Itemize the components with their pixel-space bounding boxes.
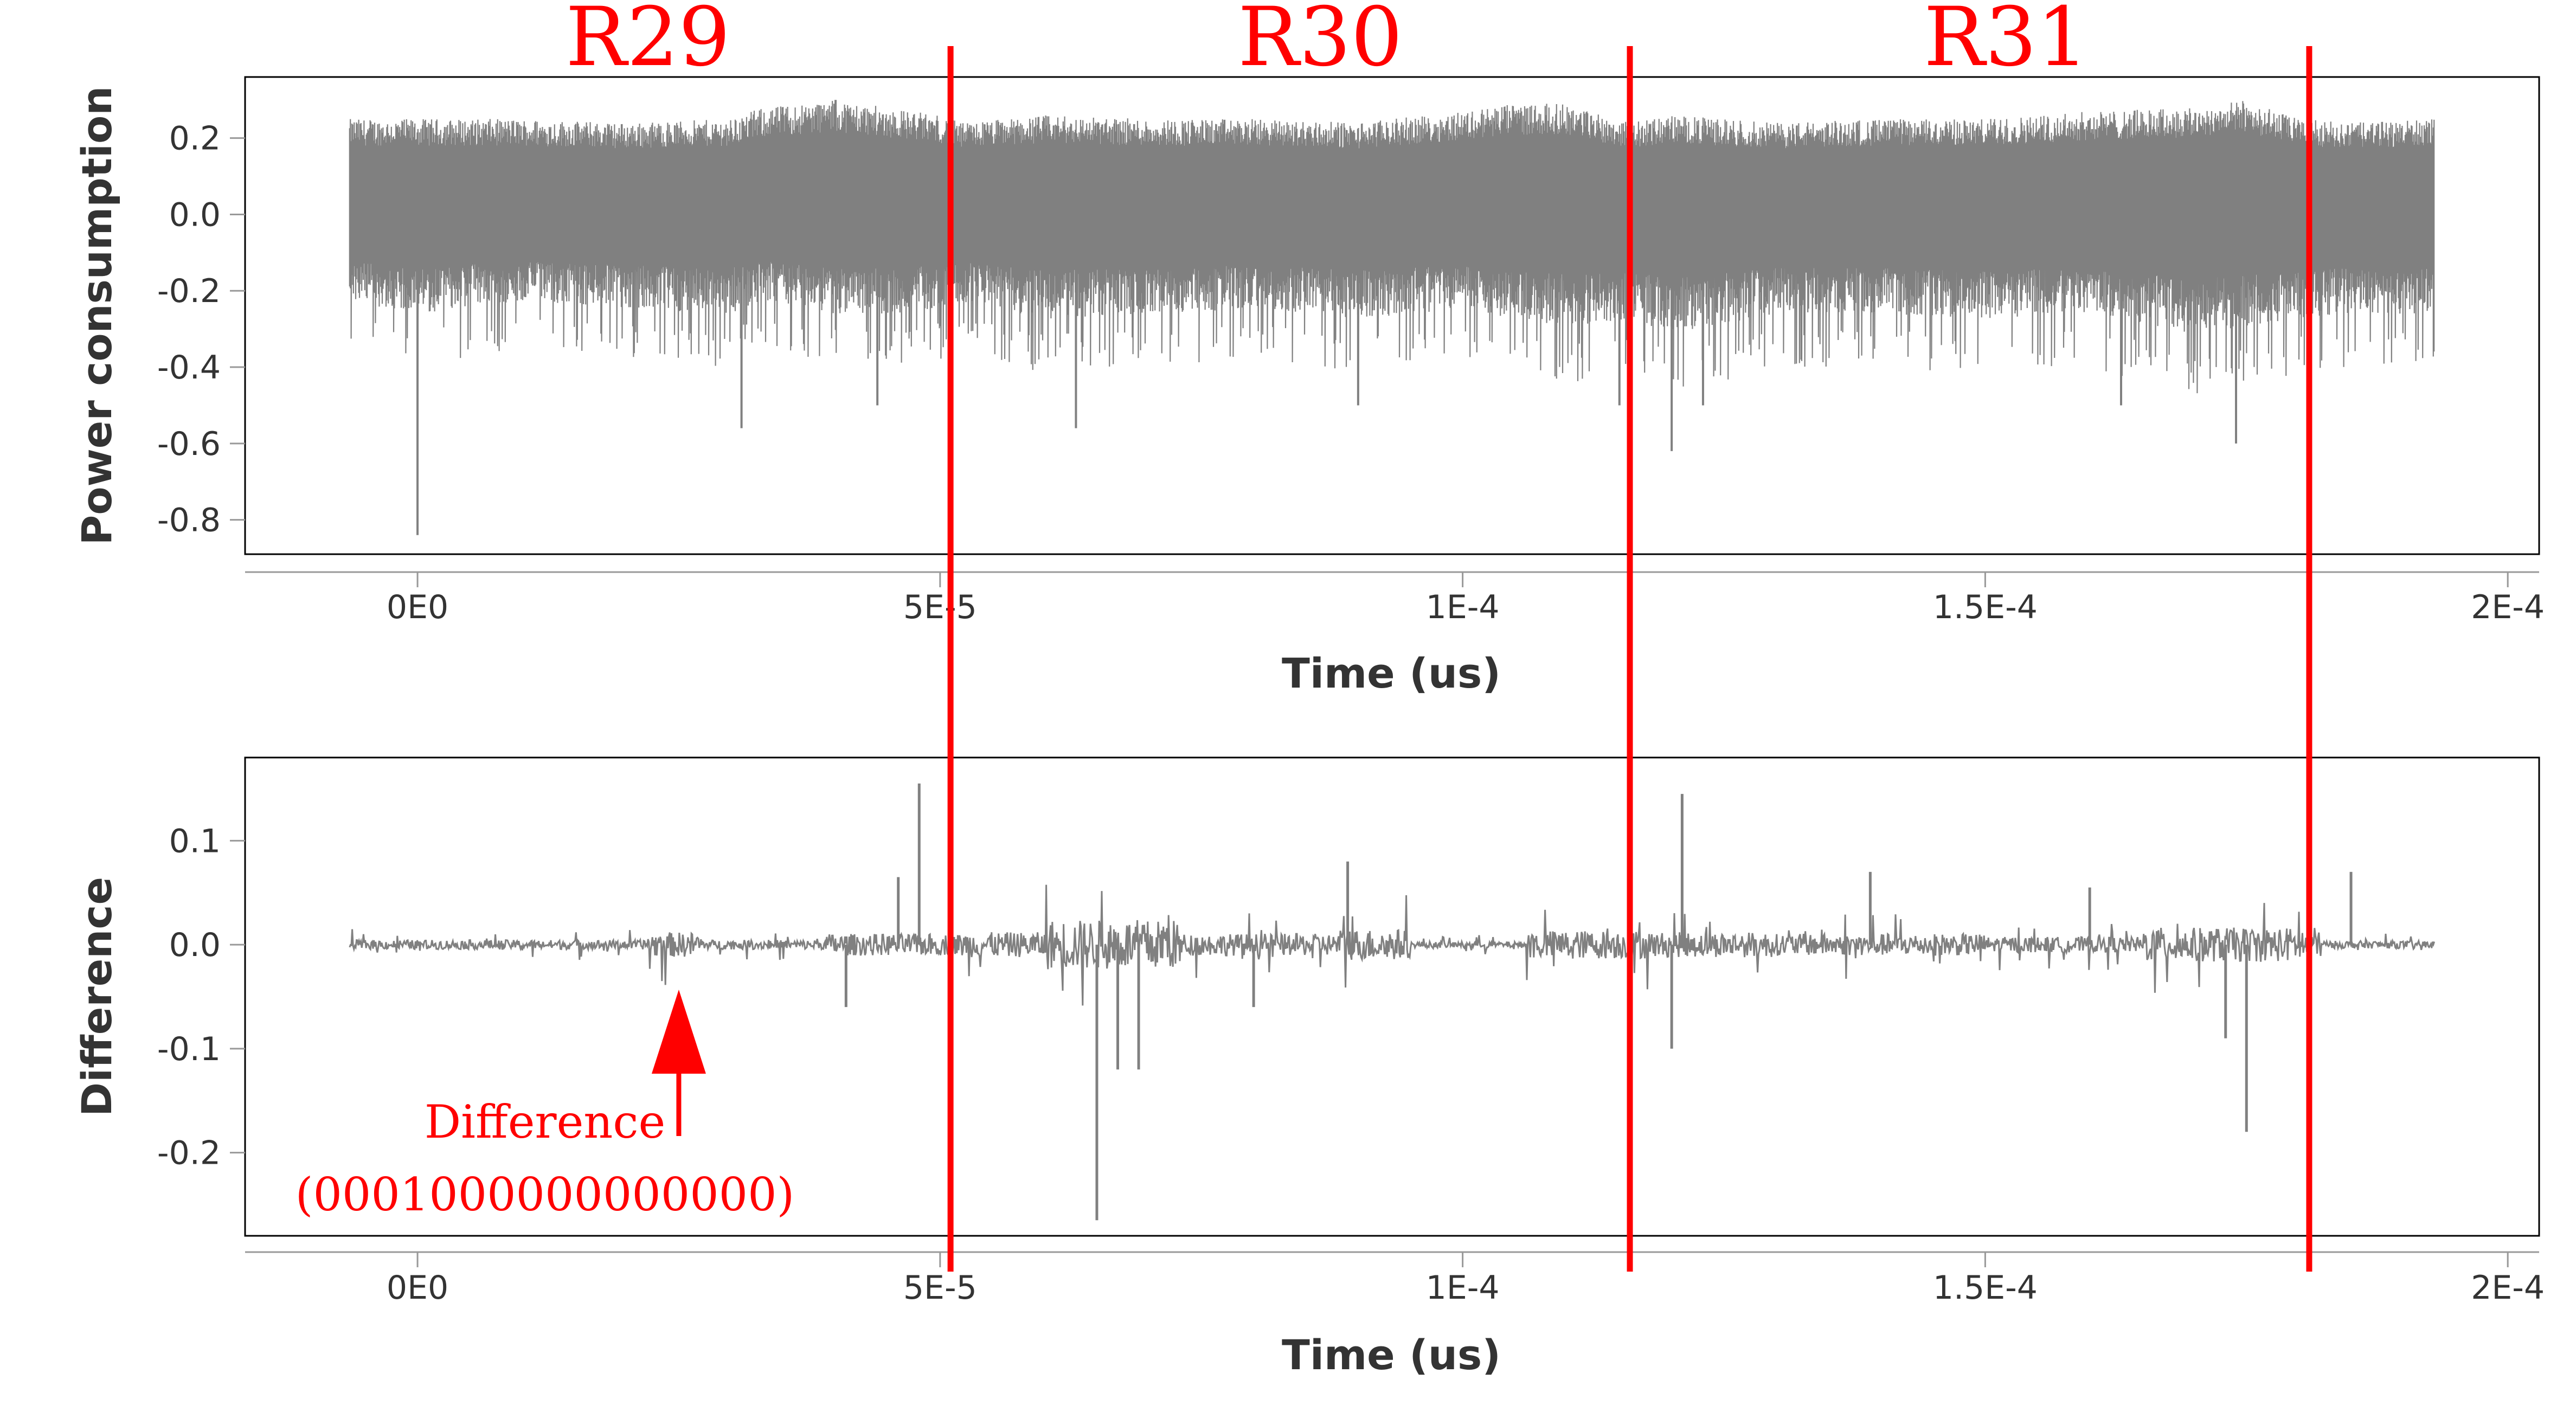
region-label-r30: R30 xyxy=(1238,0,1403,85)
x-tick-label: 0E0 xyxy=(387,588,448,626)
x-tick-label: 2E-4 xyxy=(2471,588,2545,626)
bottom-x-ticks: 0E0 5E-5 1E-4 1.5E-4 2E-4 xyxy=(387,1252,2545,1307)
y-tick-label: -0.6 xyxy=(157,425,221,463)
y-tick-label: -0.4 xyxy=(157,349,221,387)
bottom-y-ticks: 0.1 0.0 -0.1 -0.2 xyxy=(157,822,245,1172)
annotation-value: (0001000000000000) xyxy=(295,1168,795,1221)
bottom-plot-frame xyxy=(244,756,2540,1237)
power-trace-line xyxy=(349,101,2435,394)
y-tick-label: 0.0 xyxy=(169,196,221,234)
x-tick-label: 2E-4 xyxy=(2471,1269,2545,1307)
difference-trace-line xyxy=(349,884,2436,1006)
x-tick-label: 5E-5 xyxy=(903,588,977,626)
annotation-label: Difference xyxy=(425,1095,665,1149)
top-y-ticks: 0.2 0.0 -0.2 -0.4 -0.6 -0.8 xyxy=(157,120,245,540)
x-tick-label: 1.5E-4 xyxy=(1933,1269,2038,1307)
x-tick-label: 5E-5 xyxy=(903,1269,977,1307)
y-tick-label: 0.1 xyxy=(169,822,221,860)
y-tick-label: 0.0 xyxy=(169,926,221,964)
power-consumption-chart: 0.2 0.0 -0.2 -0.4 -0.6 -0.8 0E0 5E-5 1E-4 1.5E-4… xyxy=(73,76,2545,697)
x-tick-label: 1.5E-4 xyxy=(1933,588,2038,626)
top-plot-frame xyxy=(244,76,2540,555)
power-trace xyxy=(349,100,2435,535)
bottom-x-axis-label: Time (us) xyxy=(1282,1331,1501,1379)
y-tick-label: -0.1 xyxy=(157,1030,221,1068)
bottom-y-axis-label: Difference xyxy=(73,877,121,1117)
y-tick-label: -0.8 xyxy=(157,502,221,540)
difference-trace xyxy=(349,783,2436,1221)
y-tick-label: 0.2 xyxy=(169,120,221,158)
top-y-axis-label: Power consumption xyxy=(73,86,121,546)
x-tick-label: 1E-4 xyxy=(1426,588,1500,626)
annotation-arrow-head xyxy=(651,990,706,1074)
y-tick-label: -0.2 xyxy=(157,272,221,310)
y-tick-label: -0.2 xyxy=(157,1134,221,1172)
region-label-r31: R31 xyxy=(1924,0,2089,85)
region-boundary-lines xyxy=(947,46,2312,1272)
x-tick-label: 0E0 xyxy=(387,1269,448,1307)
region-label-r29: R29 xyxy=(566,0,730,85)
top-x-axis-label: Time (us) xyxy=(1282,649,1501,697)
top-x-ticks: 0E0 5E-5 1E-4 1.5E-4 2E-4 xyxy=(387,572,2545,626)
difference-annotation: Difference (0001000000000000) xyxy=(295,990,795,1221)
region-labels: R29 R30 R31 xyxy=(566,0,2089,85)
difference-chart: 0.1 0.0 -0.1 -0.2 0E0 5E-5 1E-4 1.5E-4 2E-4 Dif… xyxy=(73,756,2545,1379)
x-tick-label: 1E-4 xyxy=(1426,1269,1500,1307)
